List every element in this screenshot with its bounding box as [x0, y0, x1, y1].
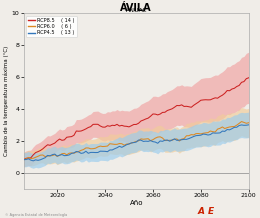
Text: © Agencia Estatal de Meteorología: © Agencia Estatal de Meteorología	[5, 213, 67, 217]
Text: A: A	[198, 207, 205, 216]
Legend: RCP8.5    ( 14 ), RCP6.0    ( 6 ), RCP4.5    ( 13 ): RCP8.5 ( 14 ), RCP6.0 ( 6 ), RCP4.5 ( 13…	[26, 16, 76, 37]
Text: E: E	[208, 207, 214, 216]
Y-axis label: Cambio de la temperatura máxima (°C): Cambio de la temperatura máxima (°C)	[3, 46, 9, 157]
Title: ÁVILA: ÁVILA	[120, 3, 152, 14]
Text: ANUAL: ANUAL	[126, 8, 147, 13]
X-axis label: Año: Año	[129, 200, 143, 206]
